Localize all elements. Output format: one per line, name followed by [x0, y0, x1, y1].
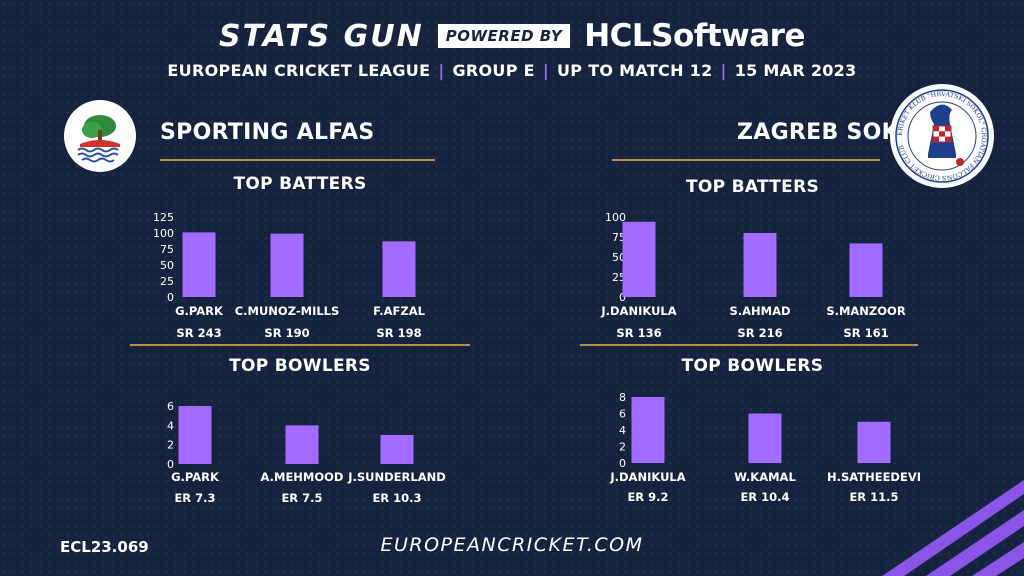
bar-s-ahmad [743, 233, 777, 297]
chart-left-batters: 0 25 50 75 100 125 G.PARK SR 243 C.MUNOZ-MILLS SR… [153, 211, 426, 340]
category-label: J.SUNDERLAND [347, 470, 446, 484]
group-label: GROUP E [452, 60, 535, 80]
bar-f-afzal [382, 241, 416, 297]
falcon-icon [895, 89, 989, 183]
stat-annotation: ER 10.4 [740, 490, 789, 502]
stat-annotation: SR 161 [843, 326, 888, 340]
section-title-top-batters-right: TOP BATTERS [685, 177, 820, 197]
category-label: J.DANIKULA [600, 304, 676, 318]
bar-a-mehmood [285, 425, 319, 464]
powered-by-badge: POWERED BY [437, 24, 571, 48]
y-tick-label: 4 [619, 424, 626, 437]
y-tick-label: 0 [619, 291, 626, 304]
bar-g-park [182, 232, 216, 297]
tree-icon [77, 115, 120, 163]
stat-annotation: ER 7.3 [174, 491, 215, 502]
brand-header: STATS GUN POWERED BY HCLSoftware [0, 14, 1024, 58]
y-tick-label: 75 [160, 243, 174, 256]
y-tick-label: 6 [167, 400, 174, 413]
bar-w-kamal [748, 413, 782, 463]
stat-annotation: ER 10.3 [372, 491, 421, 502]
section-title-top-batters-left: TOP BATTERS [233, 174, 367, 194]
stat-annotation: SR 243 [176, 326, 221, 340]
logo-ring-text: KRIKET KLUB "HRVATSKI SOKOL" CROATIAN FA… [896, 90, 988, 182]
y-tick-label: 4 [167, 419, 174, 432]
separator: | [438, 60, 445, 80]
category-label: F.AFZAL [373, 304, 426, 318]
category-label: A.MEHMOOD [261, 470, 344, 484]
league-name: EUROPEAN CRICKET LEAGUE [167, 60, 431, 80]
subtitle-bar: EUROPEAN CRICKET LEAGUE | GROUP E | UP T… [0, 58, 1024, 82]
chart-right-bowlers: 0 2 4 6 8 J.DANIKULA ER 9.2 W.KAMAL ER 10.4 H.SAT… [609, 391, 921, 502]
divider [130, 344, 470, 346]
bar-h-satheedevi [857, 421, 891, 463]
category-label: W.KAMAL [734, 470, 796, 484]
category-label: G.PARK [175, 304, 224, 318]
match-label: UP TO MATCH 12 [557, 60, 713, 80]
divider [580, 344, 918, 346]
stat-annotation: SR 190 [264, 326, 309, 340]
bar-j-sunderland [380, 435, 414, 464]
bar-j-danikula [622, 221, 656, 297]
y-tick-label: 50 [160, 259, 174, 272]
date-label: 15 MAR 2023 [734, 60, 857, 80]
decorative-stripes [882, 480, 1024, 576]
divider [612, 159, 880, 161]
separator: | [542, 60, 549, 80]
bar-s-manzoor [849, 243, 883, 297]
y-tick-label: 0 [619, 457, 626, 470]
y-tick-label: 8 [619, 391, 626, 404]
chart-left-bowlers: 0 2 4 6 G.PARK ER 7.3 A.MEHMOOD ER 7.5 J.SUNDERL… [167, 400, 446, 502]
stat-annotation: ER 7.5 [281, 491, 322, 502]
category-label: H.SATHEEDEVI [827, 470, 921, 484]
bar-j-danikula [631, 397, 665, 463]
stat-annotation: SR 198 [376, 326, 421, 340]
stat-annotation: ER 11.5 [849, 490, 898, 502]
y-tick-label: 0 [167, 458, 174, 471]
section-title-top-bowlers-right: TOP BOWLERS [681, 356, 824, 376]
stat-annotation: SR 216 [737, 326, 782, 340]
bar-c-munoz-mills [270, 233, 304, 297]
separator: | [720, 60, 727, 80]
divider [160, 159, 435, 161]
footer-code: ECL23.069 [60, 538, 149, 556]
sponsor-logo-text: HCLSoftware [584, 18, 805, 54]
category-label: J.DANIKULA [609, 470, 685, 484]
section-title-top-bowlers-left: TOP BOWLERS [229, 356, 371, 376]
y-tick-label: 0 [167, 291, 174, 304]
category-label: C.MUNOZ-MILLS [235, 304, 340, 318]
falcon-crest-logo: KRIKET KLUB "HRVATSKI SOKOL" CROATIAN FA… [890, 84, 994, 188]
stat-annotation: ER 9.2 [627, 490, 668, 502]
category-label: S.AHMAD [729, 304, 790, 318]
y-tick-label: 125 [153, 211, 174, 224]
stat-annotation: SR 136 [616, 326, 661, 340]
category-label: S.MANZOOR [826, 304, 906, 318]
y-tick-label: 2 [167, 439, 174, 452]
y-tick-label: 25 [160, 275, 174, 288]
svg-text:KRIKET KLUB "HRVATSKI SOKOL": KRIKET KLUB "HRVATSKI SOKOL" CROATIAN FA… [896, 90, 988, 182]
y-tick-label: 100 [153, 227, 174, 240]
footer-url: EUROPEANCRICKET.COM [380, 534, 644, 556]
category-label: G.PARK [171, 470, 220, 484]
bar-g-park [178, 406, 212, 464]
team-name-left: SPORTING ALFAS [160, 120, 375, 145]
y-tick-label: 2 [619, 441, 626, 454]
tree-over-water-logo [64, 100, 136, 172]
brand-title: STATS GUN [219, 18, 424, 54]
y-tick-label: 100 [605, 211, 626, 224]
y-tick-label: 6 [619, 408, 626, 421]
